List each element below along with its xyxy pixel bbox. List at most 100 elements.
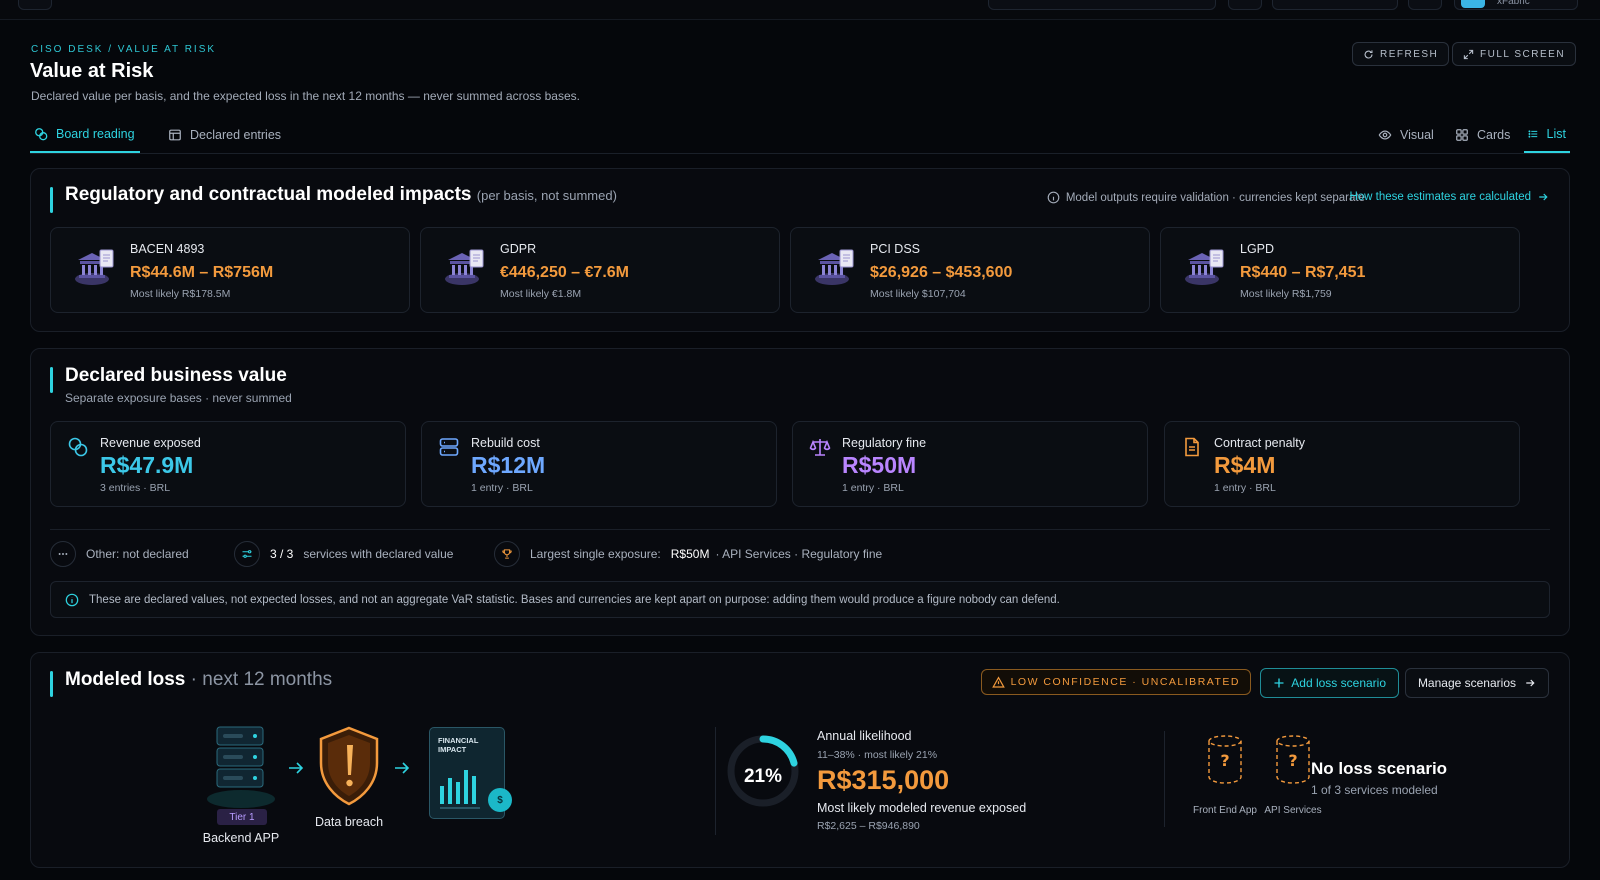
regulation-range: R$44.6M – R$756M — [130, 264, 274, 281]
trophy-icon — [494, 541, 520, 567]
grid-icon — [1456, 128, 1468, 141]
server-stack-icon — [207, 726, 275, 808]
largest-label: Largest single exposure: — [530, 547, 661, 561]
regulatory-card[interactable]: GDPR €446,250 – €7.6M Most likely €1.8M — [420, 227, 780, 313]
business-value-label: Revenue exposed — [100, 436, 201, 450]
user-menu[interactable] — [1454, 0, 1578, 10]
bank-document-icon — [443, 246, 485, 286]
add-loss-scenario-button[interactable]: Add loss scenario — [1260, 668, 1399, 698]
business-value-amount: R$50M — [842, 452, 917, 478]
separator — [1164, 731, 1165, 827]
disclaimer-text: These are declared values, not expected … — [89, 593, 1060, 606]
bank-document-icon — [73, 246, 115, 286]
refresh-label: REFRESH — [1380, 48, 1439, 60]
business-value-meta: 1 entry · BRL — [471, 482, 533, 494]
services-stat: 3 / 3 services with declared value — [234, 541, 453, 567]
likelihood-donut — [727, 735, 799, 807]
business-value-card[interactable]: Rebuild cost R$12M 1 entry · BRL — [421, 421, 777, 507]
regulation-range: €446,250 – €7.6M — [500, 264, 629, 281]
top-bar: xFabric — [0, 0, 1600, 20]
fullscreen-button[interactable]: FULL SCREEN — [1452, 42, 1577, 66]
services-count: 3 / 3 — [270, 547, 294, 561]
view-visual[interactable]: Visual — [1374, 116, 1438, 153]
business-value-label: Regulatory fine — [842, 436, 927, 450]
tab-board-reading[interactable]: Board reading — [30, 116, 140, 153]
section-accent — [50, 671, 53, 697]
tab-bar: Board reading Declared entries Visual Ca… — [30, 116, 1570, 154]
business-value-card[interactable]: Regulatory fine R$50M 1 entry · BRL — [792, 421, 1148, 507]
regulation-most-likely: Most likely R$1,759 — [1240, 288, 1332, 300]
business-value-label: Contract penalty — [1214, 436, 1306, 450]
regulation-name: PCI DSS — [870, 242, 921, 256]
confidence-badge-text: LOW CONFIDENCE · UNCALIBRATED — [1010, 676, 1240, 688]
estimates-link[interactable]: How these estimates are calculated — [1349, 191, 1549, 203]
estimates-link-text: How these estimates are calculated — [1349, 191, 1531, 203]
svg-text:?: ? — [1288, 751, 1297, 770]
confidence-badge: LOW CONFIDENCE · UNCALIBRATED — [980, 669, 1251, 695]
manage-scenarios-button[interactable]: Manage scenarios — [1404, 668, 1549, 698]
section-accent — [50, 187, 53, 213]
info-icon — [1047, 191, 1060, 204]
global-search-input[interactable] — [988, 0, 1216, 10]
plus-icon — [1274, 678, 1284, 688]
business-value-card[interactable]: Contract penalty R$4M 1 entry · BRL — [1164, 421, 1520, 507]
regulation-name: LGPD — [1240, 242, 1275, 256]
tab-label: Declared entries — [190, 127, 282, 142]
service-label: Front End App — [1193, 805, 1257, 816]
regulatory-card[interactable]: PCI DSS $26,926 – $453,600 Most likely $10… — [790, 227, 1150, 313]
warning-icon — [991, 675, 1005, 688]
divider — [50, 529, 1550, 530]
view-list[interactable]: List — [1524, 116, 1570, 153]
coins-icon — [35, 127, 48, 140]
other-text: Other: not declared — [86, 547, 189, 561]
list-icon — [1528, 129, 1538, 138]
regulatory-card[interactable]: BACEN 4893 R$44.6M – R$756M Most likely R$… — [50, 227, 410, 313]
fullscreen-label: FULL SCREEN — [1480, 48, 1566, 60]
help-button[interactable] — [1408, 0, 1442, 10]
svg-text:?: ? — [1220, 751, 1229, 770]
modeled-title-suffix: · next 12 months — [190, 669, 333, 690]
modeled-loss-range: R$2,625 – R$946,890 — [817, 820, 920, 832]
arrow-right-icon — [1526, 679, 1535, 687]
document-icon — [1181, 436, 1203, 458]
tab-declared-entries[interactable]: Declared entries — [164, 116, 285, 153]
coins-icon — [67, 436, 89, 458]
financial-impact-label: FINANCIAL IMPACT — [438, 736, 479, 754]
business-value-amount: R$47.9M — [100, 452, 194, 478]
disclaimer-banner: These are declared values, not expected … — [50, 581, 1550, 618]
modeled-title-text: Modeled loss — [65, 669, 186, 690]
regulatory-title-text: Regulatory and contractual modeled impac… — [65, 184, 472, 205]
largest-stat: Largest single exposure: R$50M · API Ser… — [494, 541, 882, 567]
brand-label: xFabric — [1497, 0, 1530, 7]
business-stats: Other: not declared 3 / 3 services with … — [50, 541, 1550, 567]
likelihood-percent: 21% — [743, 766, 783, 787]
business-value-panel: Declared business value Separate exposur… — [30, 348, 1570, 636]
business-value-label: Rebuild cost — [471, 436, 540, 450]
regulatory-card[interactable]: LGPD R$440 – R$7,451 Most likely R$1,759 — [1160, 227, 1520, 313]
financial-impact-card: FINANCIAL IMPACT $ — [429, 727, 512, 819]
breadcrumb: CISO DESK / VALUE AT RISK — [31, 44, 217, 55]
separator — [715, 727, 716, 835]
regulation-name: BACEN 4893 — [130, 242, 205, 256]
refresh-button[interactable]: REFRESH — [1352, 42, 1450, 66]
view-cards[interactable]: Cards — [1451, 116, 1514, 153]
workspace-selector[interactable] — [1272, 0, 1398, 10]
shield-alert-icon — [319, 726, 379, 806]
other-stat: Other: not declared — [50, 541, 189, 567]
regulatory-title: Regulatory and contractual modeled impac… — [65, 184, 617, 206]
scale-icon — [809, 436, 831, 458]
refresh-icon — [1364, 49, 1373, 59]
likelihood-title: Annual likelihood — [817, 729, 912, 743]
regulatory-panel: Regulatory and contractual modeled impac… — [30, 168, 1570, 332]
notifications-button[interactable] — [1228, 0, 1262, 10]
event-label: Data breach — [314, 815, 384, 829]
page-title: Value at Risk — [30, 60, 154, 82]
menu-button[interactable] — [18, 0, 52, 10]
avatar — [1461, 0, 1485, 8]
info-icon — [65, 593, 79, 606]
likelihood-arc — [727, 735, 799, 807]
modeled-loss-value: R$315,000 — [817, 765, 950, 795]
bar-chart-icon — [440, 770, 480, 809]
business-value-card[interactable]: Revenue exposed R$47.9M 3 entries · BRL — [50, 421, 406, 507]
manage-scenarios-label: Manage scenarios — [1417, 676, 1516, 690]
